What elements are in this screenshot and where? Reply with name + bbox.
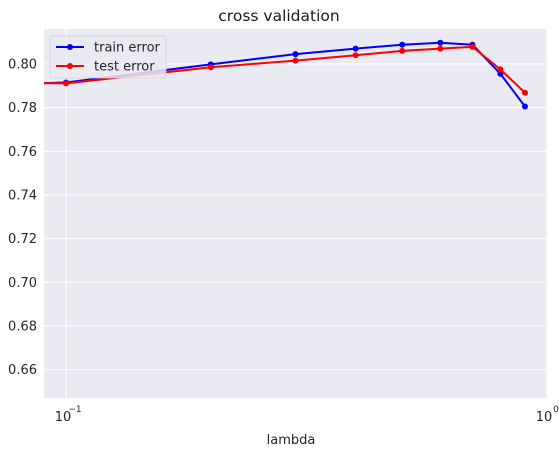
data-point [293,51,299,57]
y-axis-ticks: 0.66 0.68 0.70 0.72 0.74 0.76 0.78 0.80 [8,57,37,378]
x-axis-label: lambda [267,433,316,448]
x-tick-base: 10 [536,410,553,425]
data-point [293,58,299,64]
legend-label: train error [94,41,161,56]
data-point [522,90,528,96]
legend-swatch-marker [67,63,73,69]
x-tick-label: 10−1 [55,405,82,425]
y-tick-label: 0.76 [8,145,37,160]
y-tick-label: 0.72 [8,232,37,247]
x-tick-exponent: 0 [553,405,559,415]
data-point [63,80,69,86]
data-point [437,46,443,52]
x-tick-label: 10 0 [536,405,559,425]
data-point [399,48,405,54]
y-tick-label: 0.68 [8,319,37,334]
legend-label: test error [94,60,155,75]
data-point [399,42,405,48]
y-tick-label: 0.70 [8,276,37,291]
legend-swatch-marker [67,44,73,50]
data-point [522,104,528,110]
y-tick-label: 0.80 [8,57,37,72]
x-tick-exponent: −1 [68,405,81,415]
legend: train error test error [50,36,166,78]
y-tick-label: 0.66 [8,363,37,378]
data-point [497,66,503,72]
data-point [437,40,443,46]
plot-background [44,29,547,398]
y-tick-label: 0.74 [8,188,37,203]
data-point [208,64,214,70]
y-tick-label: 0.78 [8,101,37,116]
x-axis-ticks: 10−1 10 0 [55,405,559,425]
data-point [469,44,475,50]
chart-title: cross validation [218,7,339,25]
data-point [353,52,359,58]
data-point [353,46,359,52]
